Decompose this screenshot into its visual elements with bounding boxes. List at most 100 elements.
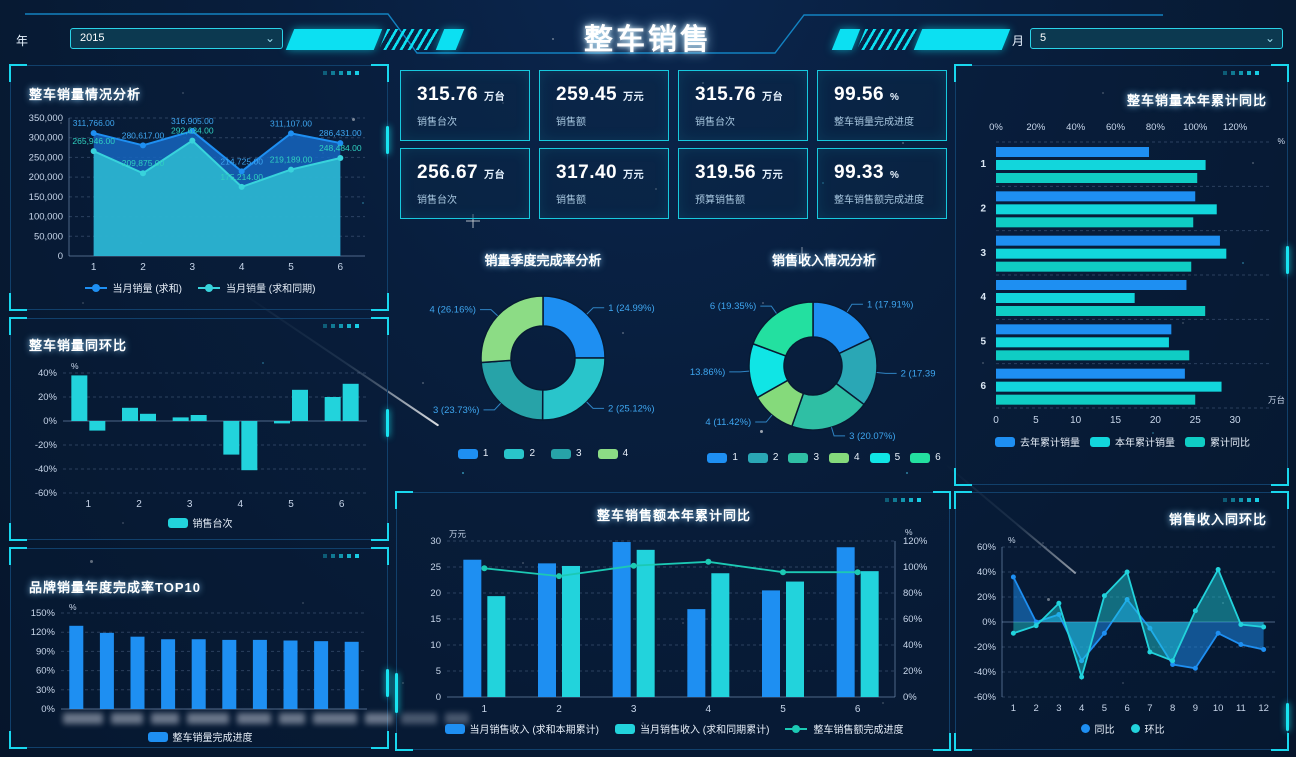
svg-text:120%: 120%	[31, 627, 56, 638]
legend-item-销售台次[interactable]: 销售台次	[167, 515, 233, 530]
legend-item-3[interactable]: 3	[788, 452, 819, 463]
legend-item-当月销售收入 (求和同期累计)[interactable]: 当月销售收入 (求和同期累计)	[615, 721, 769, 736]
kpi-unit: %	[890, 170, 900, 181]
svg-text:219,189.00: 219,189.00	[270, 155, 313, 165]
volume-trend-legend: 当月销量 (求和) 当月销量 (求和同期)	[11, 280, 389, 295]
kpi-value: 319.56 万元	[695, 162, 784, 183]
svg-text:-20%: -20%	[974, 642, 997, 653]
legend-item-6[interactable]: 6	[910, 452, 941, 463]
svg-text:15: 15	[430, 614, 441, 625]
legend-item-累计同比[interactable]: 累计同比	[1185, 434, 1250, 449]
svg-text:2: 2	[1033, 703, 1038, 714]
legend-item-当月销售收入 (求和本期累计)[interactable]: 当月销售收入 (求和本期累计)	[444, 721, 599, 736]
svg-text:-40%: -40%	[35, 464, 58, 475]
kpi-label: 销售额	[556, 195, 586, 206]
panel-corner-accent	[371, 547, 389, 565]
legend-item-当月销量 (求和同期)[interactable]: 当月销量 (求和同期)	[198, 280, 315, 295]
svg-text:1 (17.91%): 1 (17.91%)	[867, 299, 913, 310]
svg-text:1: 1	[86, 499, 92, 510]
kpi-value: 256.67 万台	[417, 162, 506, 183]
legend-item-整车销售额完成进度[interactable]: 整车销售额完成进度	[785, 721, 903, 736]
svg-text:150%: 150%	[31, 608, 56, 619]
panel-glow-tick	[1286, 703, 1289, 731]
svg-text:1: 1	[482, 704, 488, 715]
panel-corner-accent	[954, 491, 972, 509]
kpi-card: 99.56% 整车销量完成进度	[817, 70, 947, 141]
legend-item-2[interactable]: 2	[747, 452, 779, 463]
svg-text:5: 5	[288, 262, 294, 273]
svg-text:-40%: -40%	[974, 667, 997, 678]
legend-label: 2	[772, 452, 779, 463]
month-select-value: 5	[1040, 32, 1047, 44]
panel-corner-accent	[1271, 468, 1289, 486]
svg-text:5: 5	[980, 337, 986, 348]
svg-text:3 (23.73%): 3 (23.73%)	[433, 405, 479, 416]
legend-item-1[interactable]: 1	[457, 448, 489, 459]
legend-label: 同比	[1094, 725, 1115, 736]
svg-text:311,766.00: 311,766.00	[73, 118, 115, 128]
donut-title: 销量季度完成率分析	[484, 253, 602, 268]
kpi-value: 315.76 万台	[695, 84, 784, 105]
svg-text:3: 3	[190, 262, 196, 273]
month-label: 月	[1012, 34, 1025, 48]
month-select[interactable]: 5 ⌄	[1030, 28, 1283, 49]
legend-label: 本年累计销量	[1115, 438, 1175, 449]
legend-item-2[interactable]: 2	[504, 448, 535, 459]
svg-text:300,000: 300,000	[29, 133, 63, 144]
legend-item-4[interactable]: 4	[597, 448, 628, 459]
legend-item-4[interactable]: 4	[829, 452, 860, 463]
amount-cum-yoy-legend: 当月销售收入 (求和本期累计) 当月销售收入 (求和同期累计) 整车销售额完成进度	[397, 721, 951, 736]
legend-item-5[interactable]: 5	[869, 452, 901, 463]
svg-text:3: 3	[1056, 703, 1061, 714]
svg-text:%: %	[1277, 136, 1285, 146]
panel-volume-trend: 整车销量情况分析 0 50,000 100,000 150,000 200,000 250…	[9, 64, 389, 311]
panel-corner-accent	[371, 64, 389, 82]
legend-item-当月销量 (求和)[interactable]: 当月销量 (求和)	[84, 280, 182, 295]
svg-text:120%: 120%	[903, 536, 928, 547]
panel-dots-accent	[323, 554, 359, 558]
svg-text:13.86%): 13.86%)	[690, 367, 725, 378]
panel-dots-accent	[323, 71, 359, 75]
svg-text:20: 20	[1150, 415, 1162, 426]
kpi-label: 预算销售额	[695, 195, 745, 206]
svg-text:4: 4	[239, 262, 245, 273]
legend-item-去年累计销量[interactable]: 去年累计销量	[995, 434, 1080, 449]
svg-text:20%: 20%	[1026, 122, 1046, 133]
svg-text:280,617.00: 280,617.00	[122, 130, 165, 140]
kpi-value: 259.45 万元	[556, 84, 645, 105]
svg-text:3: 3	[980, 248, 986, 259]
svg-text:6: 6	[1124, 703, 1129, 714]
legend-item-环比[interactable]: 环比	[1130, 721, 1165, 736]
legend-label: 1	[482, 448, 489, 459]
star-sparkle-icon	[795, 247, 809, 261]
svg-text:100,000: 100,000	[29, 212, 63, 223]
year-select-value: 2015	[80, 32, 105, 44]
svg-text:-20%: -20%	[35, 440, 58, 451]
kpi-unit: 万元	[623, 170, 645, 181]
svg-text:100%: 100%	[1183, 122, 1208, 133]
legend-item-1[interactable]: 1	[707, 452, 738, 463]
legend-item-整车销量完成进度[interactable]: 整车销量完成进度	[147, 729, 253, 744]
svg-text:248,484.00: 248,484.00	[319, 143, 362, 153]
svg-text:1 (24.99%): 1 (24.99%)	[608, 303, 654, 314]
legend-item-3[interactable]: 3	[551, 448, 582, 459]
legend-item-同比[interactable]: 同比	[1080, 721, 1115, 736]
svg-text:9: 9	[1193, 703, 1198, 714]
panel-dots-accent	[1223, 71, 1259, 75]
svg-text:40%: 40%	[903, 640, 923, 651]
svg-text:265,946.00: 265,946.00	[72, 136, 115, 146]
legend-label: 5	[894, 452, 901, 463]
legend-label: 3	[576, 448, 582, 459]
kpi-unit: 万台	[484, 170, 506, 181]
panel-title: 销售收入同环比	[1168, 512, 1267, 527]
year-select[interactable]: 2015 ⌄	[70, 28, 283, 49]
legend-item-本年累计销量[interactable]: 本年累计销量	[1090, 434, 1175, 449]
redacted-brand-labels	[63, 713, 469, 724]
svg-text:25: 25	[1190, 415, 1202, 426]
panel-corner-accent	[1271, 491, 1289, 509]
svg-text:175,214.00: 175,214.00	[220, 172, 263, 182]
volume-cum-yoy-legend: 去年累计销量 本年累计销量 累计同比	[956, 434, 1289, 449]
panel-brand-top10: 品牌销量年度完成率TOP10 0% 30% 60% 90% 120% 150%% 整车销量…	[9, 547, 469, 749]
panel-corner-accent	[395, 491, 413, 509]
panel-glow-tick	[386, 409, 389, 437]
